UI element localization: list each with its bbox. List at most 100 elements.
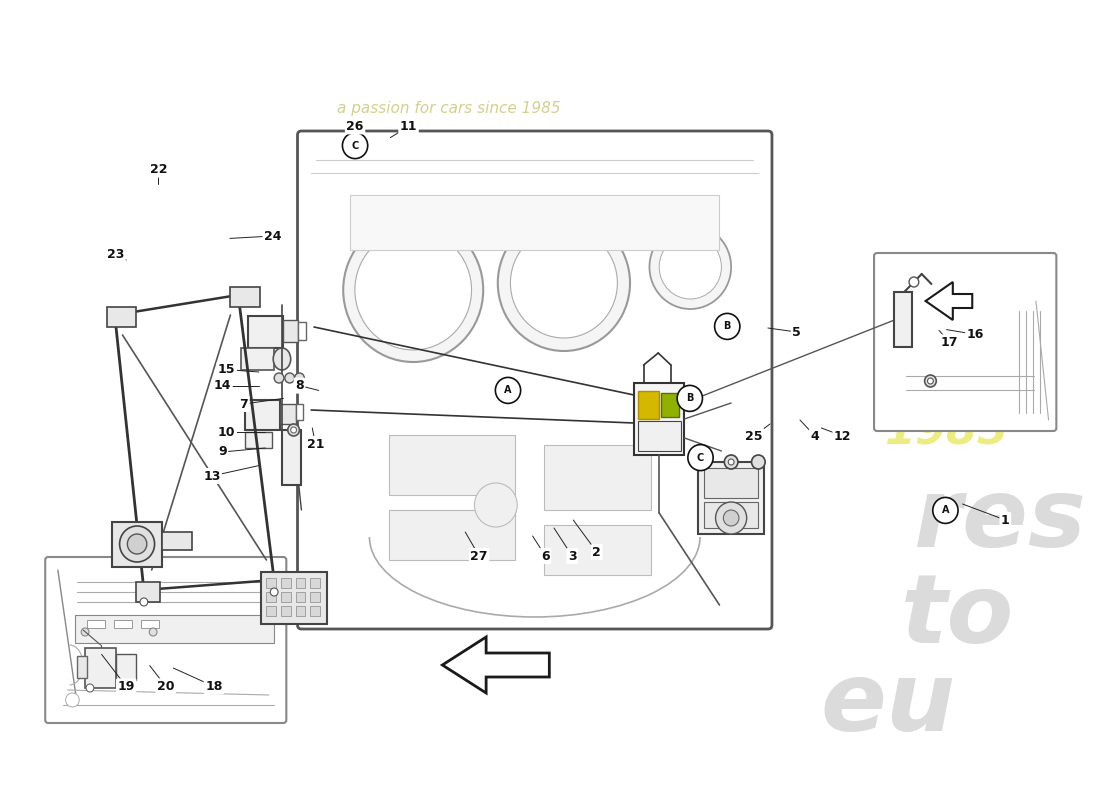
Bar [296, 404, 304, 420]
Text: 18: 18 [206, 680, 222, 693]
Text: 9: 9 [218, 446, 227, 458]
Bar [245, 432, 272, 448]
Circle shape [342, 133, 367, 158]
Circle shape [140, 598, 147, 606]
Bar [87, 620, 104, 628]
Bar [266, 572, 290, 592]
Text: 1: 1 [1001, 514, 1010, 526]
Circle shape [150, 628, 157, 636]
Bar [894, 292, 912, 347]
Circle shape [716, 502, 747, 534]
Text: C: C [697, 453, 704, 462]
Bar [638, 421, 681, 451]
Circle shape [86, 684, 94, 692]
Bar [280, 606, 290, 616]
Circle shape [728, 459, 734, 465]
Circle shape [120, 526, 155, 562]
Bar [230, 287, 260, 307]
Bar [638, 391, 659, 419]
Bar [163, 532, 191, 550]
Circle shape [724, 510, 739, 526]
Circle shape [295, 373, 305, 383]
Bar [77, 656, 87, 678]
Text: res: res [914, 474, 1086, 566]
Text: 21: 21 [307, 438, 324, 450]
Circle shape [81, 628, 89, 636]
Bar [661, 393, 679, 417]
Bar [389, 435, 515, 495]
Text: 17: 17 [940, 336, 958, 349]
Circle shape [285, 373, 295, 383]
Text: 20: 20 [157, 680, 175, 693]
Circle shape [355, 230, 472, 350]
Polygon shape [442, 637, 549, 693]
Text: 24: 24 [264, 230, 282, 242]
Bar [280, 592, 290, 602]
Circle shape [274, 373, 284, 383]
Circle shape [927, 378, 934, 384]
Circle shape [498, 215, 630, 351]
Circle shape [510, 228, 617, 338]
FancyBboxPatch shape [297, 131, 772, 629]
Text: 26: 26 [346, 120, 364, 133]
Text: 2: 2 [593, 546, 601, 558]
Circle shape [474, 483, 517, 527]
Bar [544, 445, 651, 510]
Circle shape [751, 455, 766, 469]
Bar [283, 320, 298, 342]
Bar [112, 522, 163, 567]
Text: 27: 27 [471, 550, 488, 562]
Bar [142, 620, 160, 628]
Circle shape [649, 225, 732, 309]
Circle shape [495, 378, 520, 403]
Text: to: to [901, 570, 1014, 662]
Circle shape [290, 427, 297, 433]
Text: eu: eu [820, 658, 955, 750]
Text: 1985: 1985 [884, 410, 1009, 454]
Bar [241, 348, 274, 370]
Bar [298, 322, 306, 340]
FancyBboxPatch shape [45, 557, 286, 723]
Ellipse shape [273, 348, 290, 370]
Bar [261, 572, 327, 624]
Bar [280, 578, 290, 588]
Circle shape [909, 277, 918, 287]
Bar [296, 606, 306, 616]
Circle shape [128, 534, 146, 554]
Bar [75, 615, 274, 643]
Bar [704, 502, 758, 528]
Text: 23: 23 [107, 248, 124, 261]
Text: A: A [942, 506, 949, 515]
FancyBboxPatch shape [874, 253, 1056, 431]
Text: 11: 11 [399, 120, 417, 133]
Polygon shape [925, 282, 972, 320]
Bar [266, 578, 276, 588]
Bar [282, 430, 301, 485]
Text: 3: 3 [568, 550, 576, 562]
Text: 7: 7 [240, 398, 249, 410]
Text: 13: 13 [204, 470, 220, 482]
Bar [107, 307, 136, 327]
Text: 16: 16 [967, 328, 984, 341]
Circle shape [933, 498, 958, 523]
Bar [310, 578, 320, 588]
Circle shape [343, 218, 483, 362]
Circle shape [288, 424, 299, 436]
Text: 19: 19 [118, 680, 135, 693]
Text: C: C [351, 141, 359, 150]
Circle shape [688, 445, 713, 470]
Circle shape [271, 588, 278, 596]
Bar [310, 606, 320, 616]
Text: A: A [504, 386, 512, 395]
Circle shape [724, 455, 738, 469]
Bar [280, 404, 296, 424]
Text: 5: 5 [792, 326, 801, 338]
Circle shape [66, 693, 79, 707]
Bar [245, 400, 280, 430]
Bar [296, 578, 306, 588]
Bar [248, 316, 283, 348]
Text: 14: 14 [213, 379, 231, 392]
Text: 4: 4 [811, 430, 819, 442]
Bar [296, 592, 306, 602]
Text: a passion for cars since 1985: a passion for cars since 1985 [338, 101, 561, 115]
